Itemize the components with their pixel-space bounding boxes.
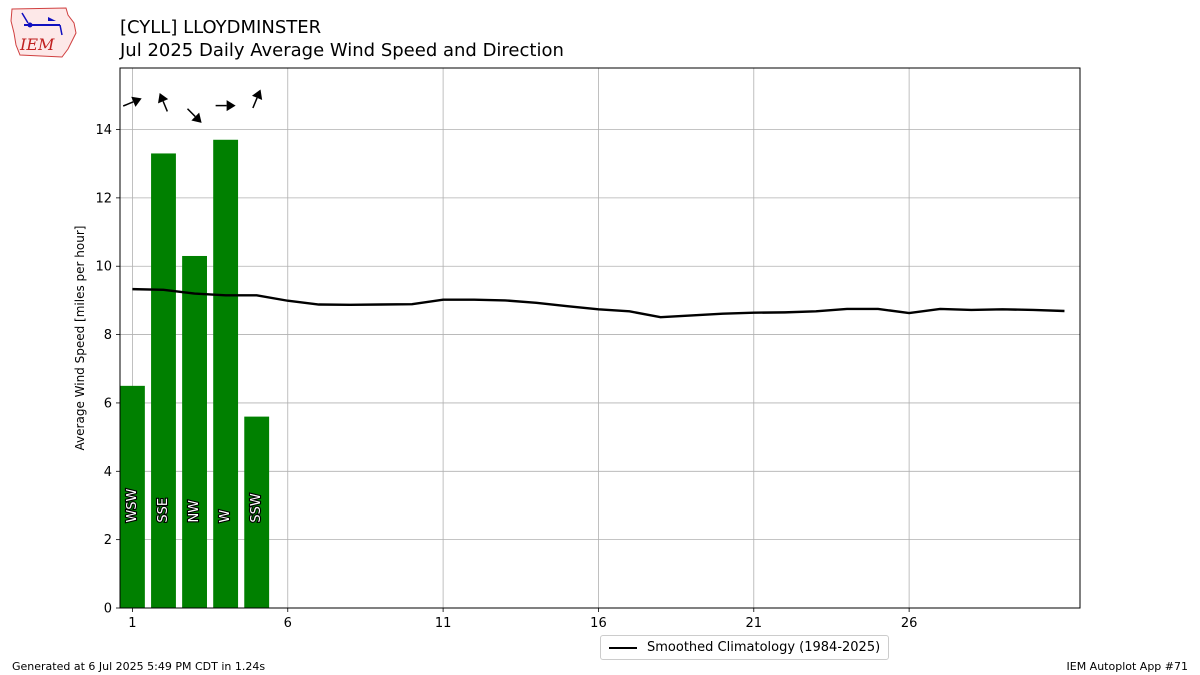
wind-arrow-shaft [186, 108, 196, 118]
legend-line-swatch [609, 646, 637, 649]
x-tick-label: 21 [746, 616, 763, 631]
bar-day-4 [213, 139, 239, 608]
y-tick-label: 2 [104, 533, 112, 548]
wind-arrow-head [131, 96, 142, 107]
x-tick-label: 16 [590, 616, 607, 631]
direction-label: SSW [249, 493, 264, 523]
wind-arrow-shaft [122, 101, 134, 107]
direction-label: SSE [156, 498, 171, 523]
y-axis-label: Average Wind Speed [miles per hour] [73, 226, 87, 451]
direction-arrows [122, 89, 263, 123]
chart-title: [CYLL] LLOYDMINSTER [120, 17, 322, 38]
y-tick-label: 6 [104, 396, 112, 411]
bars: WSW SSE NW W SSW [120, 139, 270, 609]
x-tick-label: 11 [435, 616, 452, 631]
iem-logo: IEM [10, 7, 77, 58]
bar-day-3 [182, 255, 207, 609]
y-tick-label: 4 [104, 465, 112, 480]
climatology-series [132, 287, 1065, 319]
x-tick-label: 6 [284, 616, 292, 631]
generated-note: Generated at 6 Jul 2025 5:49 PM CDT in 1… [12, 660, 266, 673]
y-tick-label: 10 [95, 260, 112, 275]
x-tick-label: 1 [128, 616, 136, 631]
chart-subtitle: Jul 2025 Daily Average Wind Speed and Di… [120, 40, 564, 61]
wind-arrow-head [191, 112, 202, 123]
y-tick-label: 8 [104, 328, 112, 343]
y-tick-label: 14 [95, 123, 112, 138]
direction-label: W [218, 510, 233, 523]
wind-arrow-head [226, 100, 236, 112]
app-credit: IEM Autoplot App #71 [1066, 660, 1189, 673]
wind-arrow-shaft [252, 97, 258, 109]
wind-arrow-head [252, 89, 263, 100]
legend-label: Smoothed Climatology (1984-2025) [647, 640, 881, 655]
direction-label: WSW [125, 488, 140, 522]
wind-arrow-head [158, 92, 169, 104]
y-tick-label: 0 [104, 602, 112, 617]
logo-text: IEM [19, 35, 55, 54]
y-tick-label: 12 [95, 191, 112, 206]
bar-day-2 [151, 153, 176, 608]
direction-label: NW [187, 500, 202, 523]
bar-day-5 [244, 416, 270, 608]
wind-arrow-shaft [162, 100, 169, 112]
bar-day-1 [120, 385, 145, 608]
legend: Smoothed Climatology (1984-2025) [600, 635, 890, 660]
x-tick-label: 26 [901, 616, 918, 631]
climatology-line [132, 287, 1065, 319]
plot-frame [119, 67, 1081, 609]
